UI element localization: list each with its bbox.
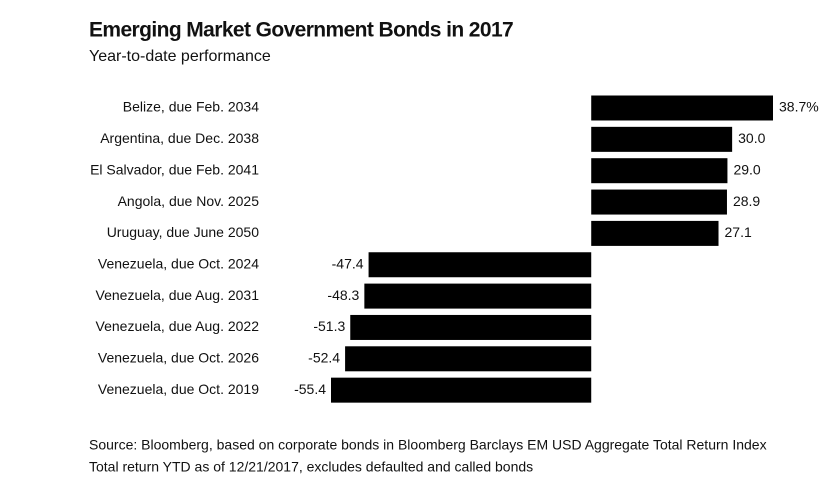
bar	[350, 314, 592, 340]
category-label: El Salvador, due Feb. 2041	[90, 161, 259, 177]
value-label: -48.3	[327, 287, 359, 303]
value-label: 28.9	[733, 193, 760, 209]
value-label: 29.0	[733, 161, 760, 177]
chart-subtitle: Year-to-date performance	[89, 48, 271, 65]
bar	[591, 220, 719, 246]
value-label: -47.4	[332, 255, 364, 271]
category-label: Belize, due Feb. 2034	[123, 99, 259, 115]
category-label: Venezuela, due Aug. 2022	[96, 318, 260, 334]
source-note: Source: Bloomberg, based on corporate bo…	[89, 437, 767, 453]
category-label: Venezuela, due Oct. 2024	[98, 255, 259, 271]
value-label: -52.4	[308, 350, 340, 366]
bar	[331, 377, 592, 403]
bar	[364, 283, 592, 309]
category-label: Angola, due Nov. 2025	[118, 193, 260, 209]
footnote: Total return YTD as of 12/21/2017, exclu…	[89, 459, 533, 475]
category-label: Venezuela, due Oct. 2019	[98, 381, 259, 397]
chart-title: Emerging Market Government Bonds in 2017	[89, 19, 513, 42]
value-label: -55.4	[294, 381, 326, 397]
bar	[345, 346, 592, 372]
value-label: -51.3	[313, 318, 345, 334]
category-label: Venezuela, due Oct. 2026	[98, 350, 259, 366]
value-label: 38.7%	[779, 99, 819, 115]
category-label: Venezuela, due Aug. 2031	[96, 287, 260, 303]
value-label: 30.0	[738, 130, 765, 146]
bar	[591, 95, 773, 121]
category-label: Uruguay, due June 2050	[107, 224, 260, 240]
value-label: 27.1	[725, 224, 752, 240]
bar	[368, 252, 592, 278]
bar	[591, 158, 728, 184]
bar	[591, 126, 733, 152]
category-label: Argentina, due Dec. 2038	[100, 130, 259, 146]
bar	[591, 189, 727, 215]
